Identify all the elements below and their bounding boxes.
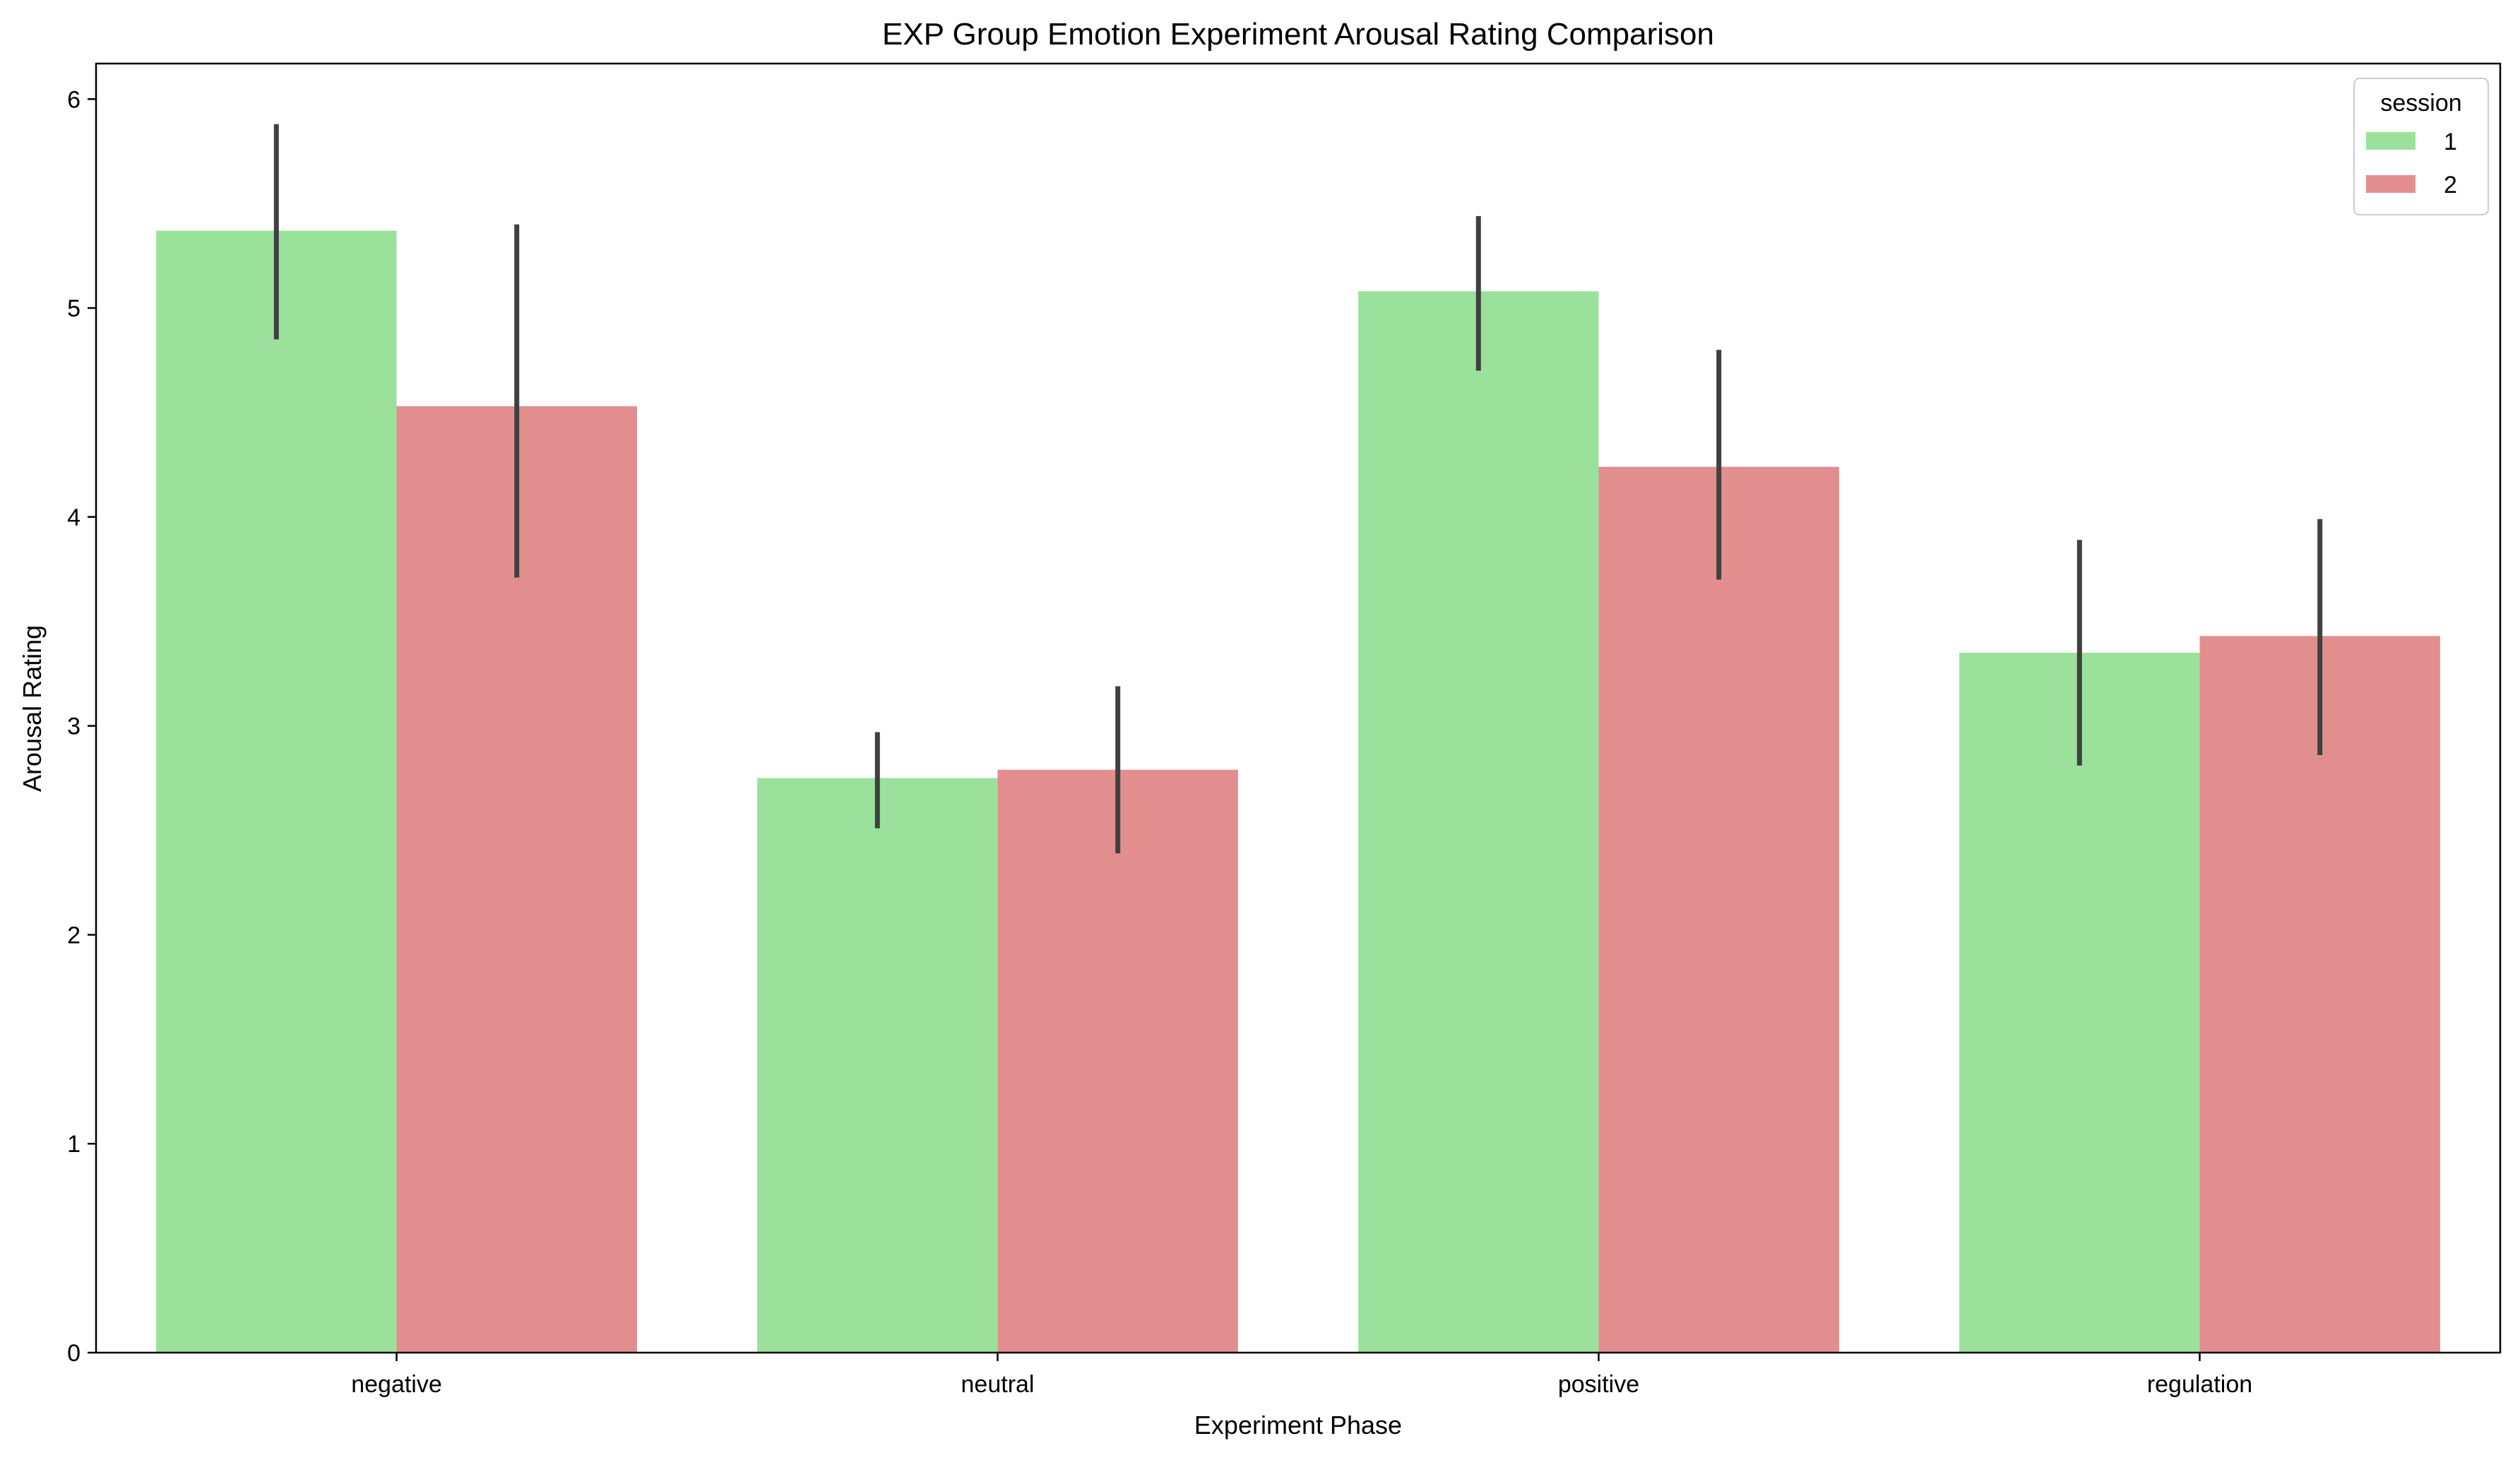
bar-negative-session-1 [156,230,397,1353]
x-axis-label: Experiment Phase [1194,1411,1402,1440]
x-tick-label-positive: positive [1558,1371,1639,1398]
y-tick-label-0: 0 [67,1340,81,1367]
y-tick-label-1: 1 [67,1131,81,1158]
bar-regulation-session-1 [1959,653,2200,1353]
bar-positive-session-1 [1358,291,1599,1353]
legend-swatch-session-2 [2366,175,2415,193]
y-axis: 0 1 2 3 4 5 6 [67,86,96,1367]
x-tick-label-neutral: neutral [961,1371,1035,1398]
plot-frame [95,62,2502,1354]
legend-swatch-session-1 [2366,132,2415,150]
x-tick-label-regulation: regulation [2147,1371,2252,1398]
y-axis-label: Arousal Rating [18,625,47,792]
x-axis: negative neutral positive regulation [351,1353,2252,1398]
bars-layer [156,230,2440,1353]
legend-title: session [2380,90,2461,117]
bar-positive-session-2 [1598,466,1839,1353]
bar-neutral-session-2 [997,769,1238,1353]
chart-title: EXP Group Emotion Experiment Arousal Rat… [882,17,1714,52]
legend: session 1 2 [2353,78,2489,215]
bar-neutral-session-1 [757,778,998,1353]
y-tick-label-2: 2 [67,922,81,949]
y-tick-label-6: 6 [67,86,81,113]
y-tick-label-5: 5 [67,295,81,322]
errorbars-layer [273,124,2323,854]
y-tick-label-3: 3 [67,713,81,740]
x-tick-label-negative: negative [351,1371,442,1398]
legend-label-session-2: 2 [2444,172,2457,198]
legend-label-session-1: 1 [2444,129,2457,155]
y-tick-label-4: 4 [67,504,81,531]
bar-regulation-session-2 [2199,636,2440,1353]
